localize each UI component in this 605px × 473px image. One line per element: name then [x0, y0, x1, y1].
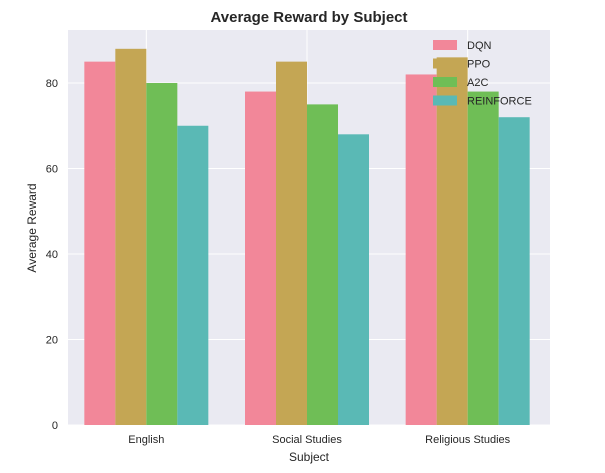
bar [276, 61, 307, 426]
legend-label: A2C [467, 77, 488, 89]
x-tick-labels: English Social Studies Religious Studies [128, 434, 510, 446]
legend-label: PPO [467, 59, 491, 71]
legend-label: REINFORCE [467, 96, 532, 108]
y-axis-label: Average Reward [25, 183, 39, 272]
x-tick-label: English [128, 434, 164, 446]
bars [84, 48, 530, 426]
x-axis-label: Subject [289, 450, 330, 464]
y-tick-label: 80 [46, 78, 58, 90]
bar [245, 91, 276, 425]
y-tick-labels: 0 20 40 60 80 [46, 78, 58, 432]
bar [307, 104, 338, 425]
chart-title: Average Reward by Subject [210, 9, 407, 26]
legend-label: DQN [467, 40, 492, 52]
bar [84, 61, 116, 426]
legend-swatch [433, 95, 457, 106]
legend-swatch [433, 58, 457, 69]
bar [405, 74, 437, 426]
y-tick-label: 20 [46, 335, 58, 347]
bar [338, 134, 369, 425]
legend: DQN PPO A2C REINFORCE [433, 40, 532, 108]
legend-swatch [433, 77, 457, 87]
bar [115, 48, 147, 426]
y-tick-label: 0 [52, 420, 58, 432]
y-tick-label: 60 [46, 164, 58, 176]
y-tick-label: 40 [46, 249, 58, 261]
bar [467, 91, 499, 425]
bar [146, 83, 178, 425]
bar [436, 57, 468, 425]
legend-swatch [433, 40, 457, 50]
bar [498, 117, 530, 425]
x-tick-label: Religious Studies [425, 434, 510, 446]
bar [177, 125, 209, 426]
x-tick-label: Social Studies [272, 434, 342, 446]
